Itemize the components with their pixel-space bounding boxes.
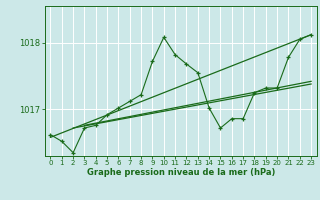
- X-axis label: Graphe pression niveau de la mer (hPa): Graphe pression niveau de la mer (hPa): [87, 168, 275, 177]
